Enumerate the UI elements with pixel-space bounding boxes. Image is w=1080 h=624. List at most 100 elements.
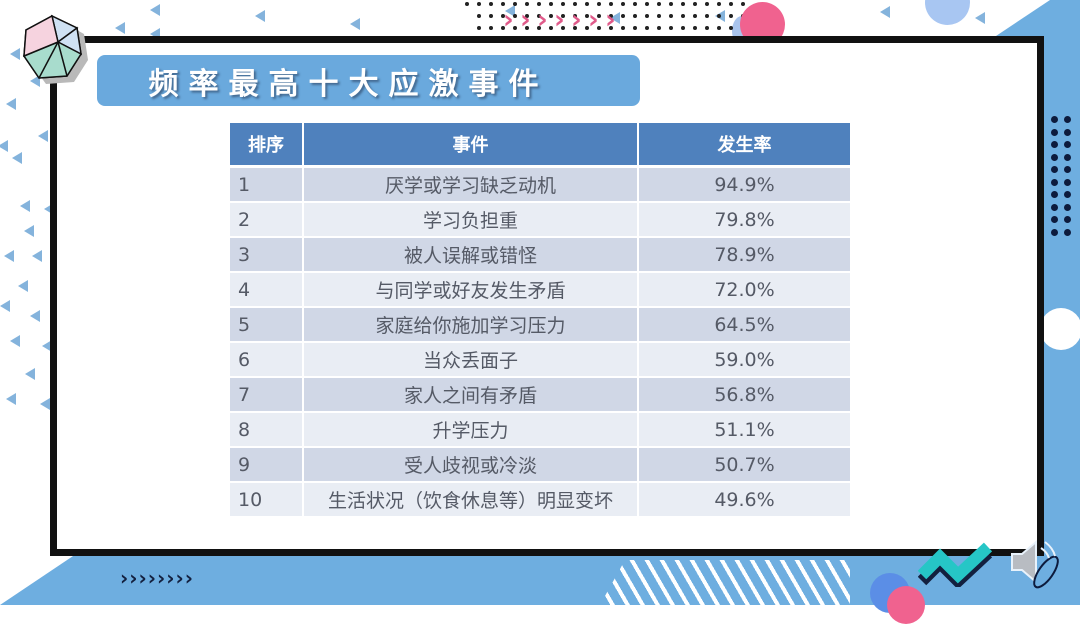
cell-event: 生活状况（饮食休息等）明显变坏 bbox=[303, 482, 639, 518]
triangle-shape bbox=[4, 250, 14, 262]
header-event: 事件 bbox=[303, 123, 639, 168]
triangle-shape bbox=[880, 6, 890, 18]
dot-shape bbox=[729, 14, 733, 18]
dot-shape bbox=[657, 26, 661, 30]
dot-shape bbox=[681, 26, 685, 30]
dot-shape bbox=[1064, 178, 1071, 186]
cell-rate: 49.6% bbox=[638, 482, 850, 518]
table-row: 1 厌学或学习缺乏动机 94.9% bbox=[230, 166, 850, 203]
triangle-shape bbox=[10, 335, 20, 347]
triangle-shape bbox=[25, 368, 35, 380]
dot-shape bbox=[669, 2, 673, 6]
dot-shape bbox=[585, 2, 589, 6]
dot-shape bbox=[525, 14, 529, 18]
dot-shape bbox=[657, 2, 661, 6]
chevron-shape: › bbox=[554, 5, 565, 35]
chevron-shape: › bbox=[605, 5, 616, 35]
dot-shape bbox=[477, 14, 481, 18]
title-banner: 频率最高十大应激事件 bbox=[97, 55, 640, 106]
dot-shape bbox=[1064, 216, 1071, 223]
dot-shape bbox=[549, 26, 553, 30]
table-row: 6 当众丢面子 59.0% bbox=[230, 342, 850, 378]
white-half-circle-right bbox=[1040, 308, 1080, 350]
dot-shape bbox=[705, 2, 709, 6]
dot-shape bbox=[633, 2, 637, 6]
cell-rank: 10 bbox=[230, 482, 304, 518]
cell-event: 当众丢面子 bbox=[303, 342, 639, 378]
cell-rank: 9 bbox=[230, 447, 304, 483]
dot-shape bbox=[1051, 116, 1058, 123]
dot-shape bbox=[1064, 166, 1071, 173]
triangle-shape bbox=[115, 22, 125, 34]
dot-shape bbox=[717, 14, 721, 18]
triangle-shape bbox=[32, 250, 42, 262]
dot-shape bbox=[573, 2, 577, 6]
triangle-shape bbox=[44, 203, 54, 215]
cell-rank: 3 bbox=[230, 237, 304, 273]
dot-shape bbox=[561, 26, 565, 30]
dot-shape bbox=[525, 2, 529, 6]
cell-event: 家人之间有矛盾 bbox=[303, 377, 639, 413]
dot-shape bbox=[585, 14, 589, 18]
speaker-icon[interactable] bbox=[1008, 536, 1064, 592]
dot-shape bbox=[1051, 166, 1058, 173]
table-header-row: 排序 事件 发生率 bbox=[230, 123, 850, 168]
triangle-shape bbox=[150, 28, 160, 40]
dot-shape bbox=[717, 26, 721, 30]
table-row: 10 生活状况（饮食休息等）明显变坏 49.6% bbox=[230, 482, 850, 518]
cell-rate: 50.7% bbox=[638, 447, 850, 483]
header-rate: 发生率 bbox=[638, 123, 850, 168]
dot-shape bbox=[573, 26, 577, 30]
cell-rate: 59.0% bbox=[638, 342, 850, 378]
cell-rank: 5 bbox=[230, 307, 304, 343]
cell-rate: 94.9% bbox=[638, 166, 850, 203]
dot-shape bbox=[1064, 191, 1071, 198]
dot-shape bbox=[609, 14, 613, 18]
cell-rate: 64.5% bbox=[638, 307, 850, 343]
triangle-shape bbox=[505, 5, 515, 17]
triangle-shape bbox=[30, 310, 40, 322]
dot-shape bbox=[657, 14, 661, 18]
dot-shape bbox=[621, 2, 625, 6]
zigzag-icon bbox=[918, 542, 993, 587]
cell-rate: 79.8% bbox=[638, 202, 850, 238]
dot-shape bbox=[669, 14, 673, 18]
table-row: 2 学习负担重 79.8% bbox=[230, 202, 850, 238]
cell-rate: 72.0% bbox=[638, 272, 850, 308]
dot-shape bbox=[537, 2, 541, 6]
dot-shape bbox=[537, 14, 541, 18]
dot-shape bbox=[681, 2, 685, 6]
dot-shape bbox=[1064, 228, 1071, 236]
triangle-shape bbox=[30, 75, 40, 87]
cell-rate: 51.1% bbox=[638, 412, 850, 448]
dot-shape bbox=[645, 14, 649, 18]
dot-shape bbox=[561, 14, 565, 18]
dot-shape bbox=[693, 2, 697, 6]
dot-shape bbox=[693, 26, 697, 30]
dot-shape bbox=[621, 14, 625, 18]
triangle-shape bbox=[42, 340, 52, 352]
table-row: 7 家人之间有矛盾 56.8% bbox=[230, 377, 850, 413]
triangle-shape bbox=[255, 10, 265, 22]
dot-shape bbox=[609, 26, 613, 30]
triangle-shape bbox=[6, 98, 16, 110]
cell-rank: 7 bbox=[230, 377, 304, 413]
dot-shape bbox=[501, 14, 505, 18]
cell-rank: 8 bbox=[230, 412, 304, 448]
table-row: 8 升学压力 51.1% bbox=[230, 412, 850, 448]
triangle-shape bbox=[40, 398, 50, 410]
table-row: 9 受人歧视或冷淡 50.7% bbox=[230, 447, 850, 483]
cell-event: 学习负担重 bbox=[303, 202, 639, 238]
dot-shape bbox=[1051, 203, 1058, 211]
triangle-shape bbox=[975, 12, 985, 24]
dot-shape bbox=[597, 14, 601, 18]
dot-shape bbox=[645, 2, 649, 6]
dot-shape bbox=[477, 26, 481, 30]
dot-shape bbox=[573, 14, 577, 18]
cell-event: 家庭给你施加学习压力 bbox=[303, 307, 639, 343]
dot-shape bbox=[729, 2, 733, 6]
triangle-shape bbox=[0, 300, 10, 312]
dot-shape bbox=[549, 2, 553, 6]
dot-shape bbox=[1064, 141, 1071, 148]
dot-shape bbox=[609, 2, 613, 6]
